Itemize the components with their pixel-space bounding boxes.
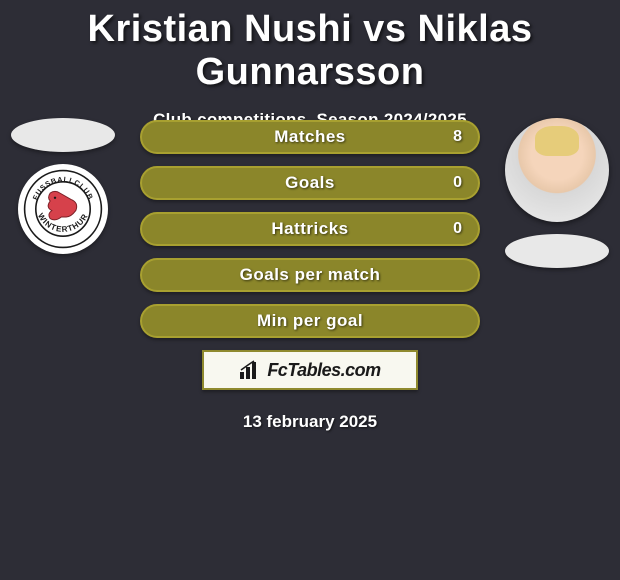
page-title: Kristian Nushi vs Niklas Gunnarsson <box>0 0 620 94</box>
stat-label: Goals <box>285 173 335 193</box>
left-player-photo-placeholder <box>11 118 115 152</box>
right-club-badge-placeholder <box>505 234 609 268</box>
stat-min-per-goal: Min per goal <box>140 304 480 338</box>
stat-label: Goals per match <box>240 265 381 285</box>
stat-goals-per-match: Goals per match <box>140 258 480 292</box>
date-text: 13 february 2025 <box>140 412 480 432</box>
stat-value-right: 0 <box>453 174 462 192</box>
stat-value-right: 8 <box>453 128 462 146</box>
stats-column: Matches 8 Goals 0 Hattricks 0 Goals per … <box>140 120 480 432</box>
stat-value-right: 0 <box>453 220 462 238</box>
right-player-column <box>502 118 612 268</box>
left-player-column: FUSSBALLCLUB WINTERTHUR <box>8 118 118 254</box>
club-badge-icon: FUSSBALLCLUB WINTERTHUR <box>23 169 103 249</box>
stat-label: Min per goal <box>257 311 363 331</box>
bars-icon <box>239 360 261 380</box>
stat-hattricks: Hattricks 0 <box>140 212 480 246</box>
right-player-photo <box>505 118 609 222</box>
stat-label: Hattricks <box>271 219 348 239</box>
stat-goals: Goals 0 <box>140 166 480 200</box>
branding-text: FcTables.com <box>267 360 380 381</box>
left-club-badge: FUSSBALLCLUB WINTERTHUR <box>18 164 108 254</box>
stat-matches: Matches 8 <box>140 120 480 154</box>
branding-box: FcTables.com <box>202 350 418 390</box>
stat-label: Matches <box>274 127 346 147</box>
